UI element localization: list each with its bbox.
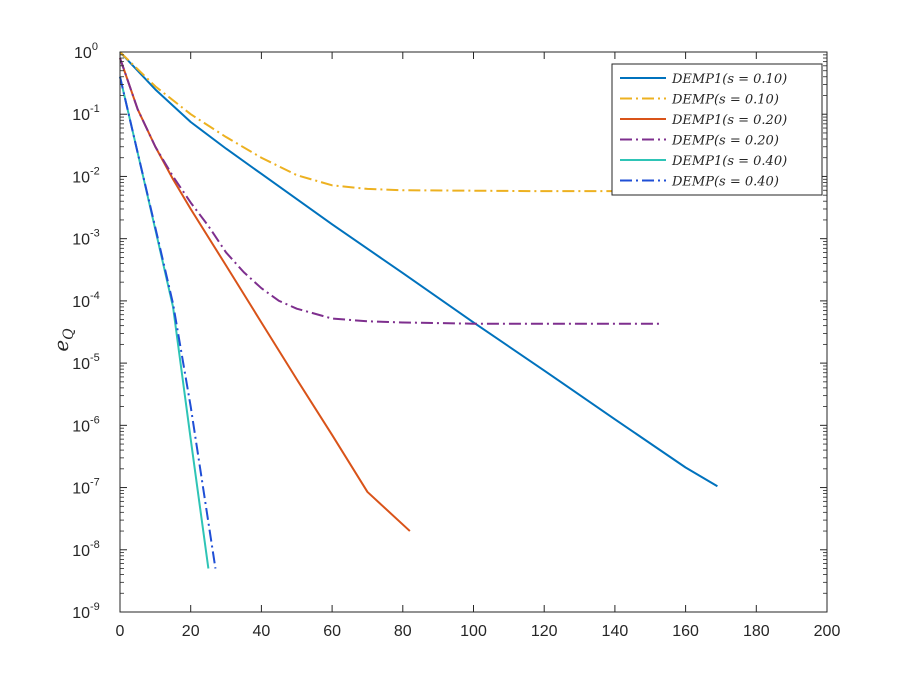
y-tick-base: 10 bbox=[72, 294, 90, 311]
y-tick-base: 10 bbox=[72, 418, 90, 435]
legend-label-6: DEMP(s = 0.40) bbox=[671, 175, 779, 190]
y-tick-label: 10-5 bbox=[72, 352, 100, 373]
x-tick-label: 0 bbox=[116, 623, 125, 640]
x-tick-label: 200 bbox=[814, 623, 841, 640]
y-tick-base: 10 bbox=[74, 45, 92, 62]
legend-label-4: DEMP(s = 0.20) bbox=[671, 134, 779, 149]
y-tick-exponent: -8 bbox=[90, 539, 100, 551]
series-line-1 bbox=[119, 51, 718, 488]
x-tick-label: 160 bbox=[672, 623, 699, 640]
y-tick-base: 10 bbox=[72, 356, 90, 373]
x-tick-label: 120 bbox=[531, 623, 558, 640]
y-tick-base: 10 bbox=[72, 107, 90, 124]
y-tick-exponent: -4 bbox=[90, 290, 100, 302]
y-tick-exponent: -2 bbox=[90, 165, 100, 177]
y-tick-label: 10-9 bbox=[72, 601, 100, 622]
legend-label-1: DEMP1(s = 0.10) bbox=[671, 72, 787, 87]
y-tick-base: 10 bbox=[72, 481, 90, 498]
y-tick-base: 10 bbox=[72, 232, 90, 249]
y-tick-label: 10-7 bbox=[72, 477, 100, 498]
legend-label-3: DEMP1(s = 0.20) bbox=[671, 113, 787, 128]
y-tick-label: 10-2 bbox=[72, 165, 100, 186]
legend-box bbox=[611, 63, 823, 196]
y-tick-label: 10-3 bbox=[72, 228, 100, 249]
legend-label-5: DEMP1(s = 0.40) bbox=[671, 154, 787, 169]
y-tick-base: 10 bbox=[72, 605, 90, 622]
legend-label-2: DEMP(s = 0.10) bbox=[671, 93, 779, 108]
x-tick-label: 100 bbox=[460, 623, 487, 640]
y-tick-exponent: -3 bbox=[90, 228, 100, 240]
y-tick-exponent: -1 bbox=[90, 103, 100, 115]
x-tick-label: 60 bbox=[323, 623, 341, 640]
y-tick-label: 10-4 bbox=[72, 290, 100, 311]
y-axis-label-subscript: Q bbox=[61, 328, 77, 340]
y-tick-exponent: -5 bbox=[90, 352, 100, 364]
x-tick-label: 20 bbox=[182, 623, 200, 640]
series-line-5 bbox=[119, 76, 210, 569]
y-tick-exponent: -9 bbox=[90, 601, 100, 613]
y-tick-label: 10-1 bbox=[72, 103, 100, 124]
ticks-layer bbox=[119, 51, 828, 613]
y-tick-label: 10-6 bbox=[72, 414, 100, 435]
x-tick-labels: 0 20 40 60 80 100 120 140 160 180 200 bbox=[116, 623, 841, 640]
plot-frame bbox=[119, 51, 828, 613]
x-tick-label: 80 bbox=[394, 623, 412, 640]
legend: DEMP1(s = 0.10) DEMP(s = 0.10) DEMP1(s = 0… bbox=[611, 63, 823, 196]
x-tick-label: 140 bbox=[602, 623, 629, 640]
y-tick-exponent: -6 bbox=[90, 414, 100, 426]
x-tick-label: 40 bbox=[253, 623, 271, 640]
y-tick-label: 100 bbox=[74, 41, 98, 62]
y-tick-base: 10 bbox=[72, 169, 90, 186]
series-line-4 bbox=[119, 57, 661, 325]
series-line-3 bbox=[119, 57, 411, 532]
y-tick-label: 10-8 bbox=[72, 539, 100, 560]
y-axis-label: eQ bbox=[49, 328, 77, 352]
y-tick-exponent: -7 bbox=[90, 477, 100, 489]
y-tick-exponent: 0 bbox=[92, 41, 98, 53]
y-tick-base: 10 bbox=[72, 543, 90, 560]
x-tick-label: 180 bbox=[743, 623, 770, 640]
y-axis-label-base: e bbox=[49, 340, 73, 352]
